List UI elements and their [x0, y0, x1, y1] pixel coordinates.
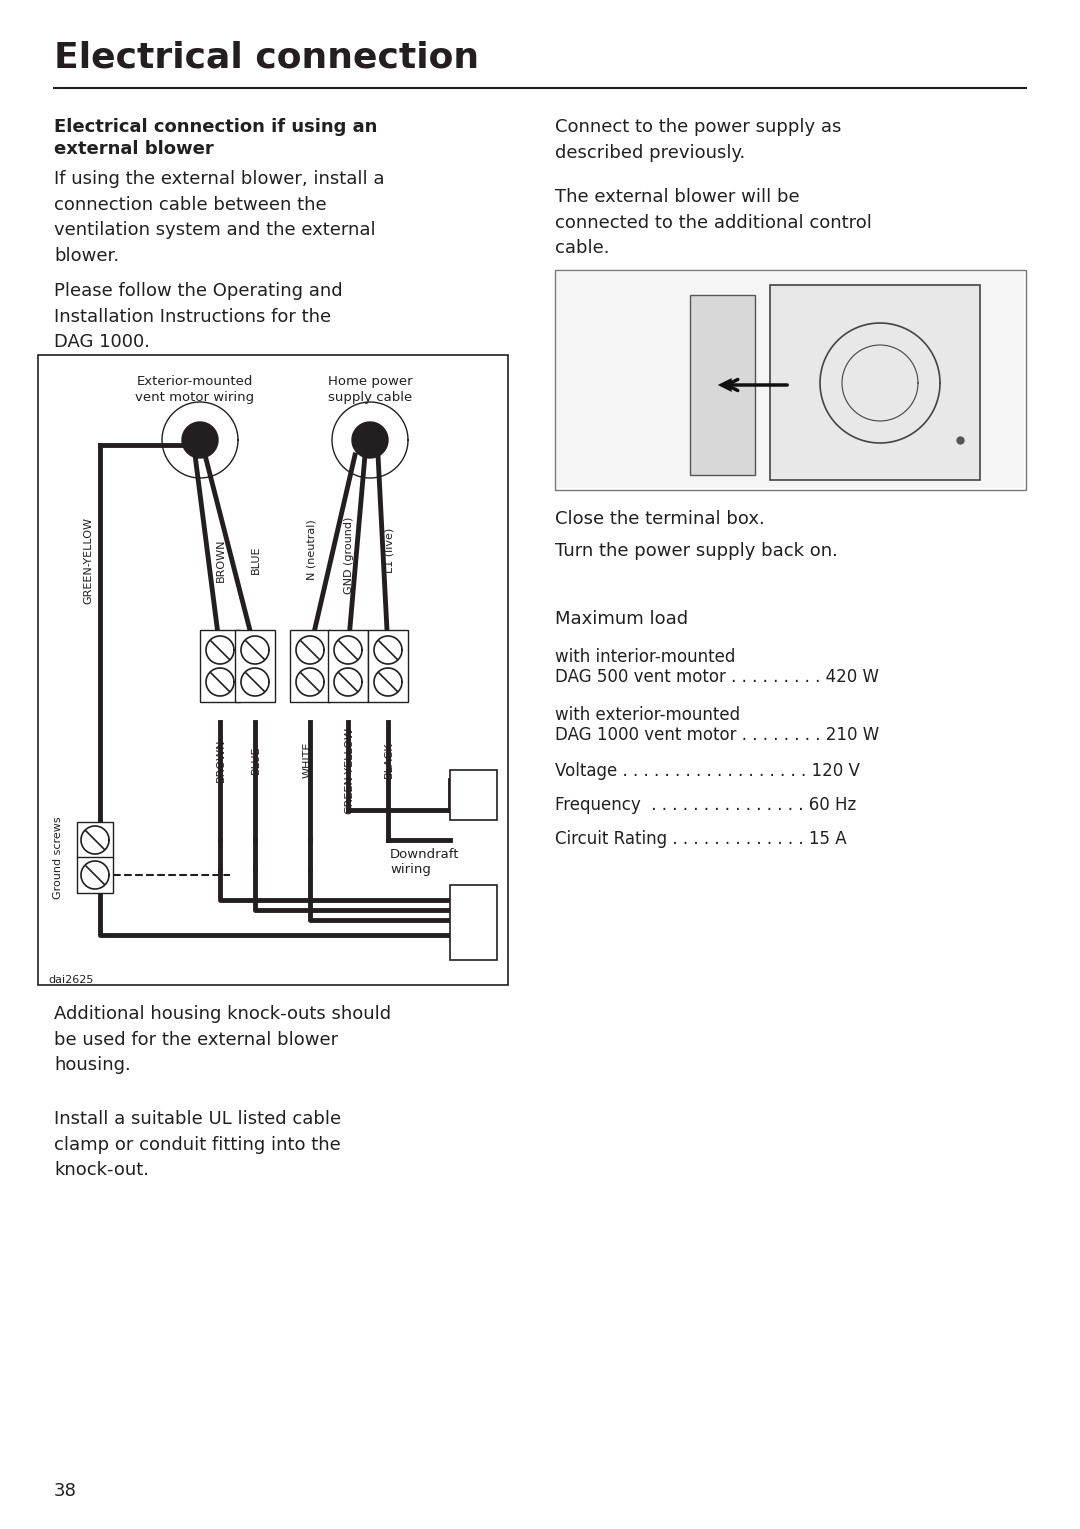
Text: Maximum load: Maximum load	[555, 610, 688, 628]
Text: 38: 38	[54, 1482, 77, 1500]
Bar	[770, 284, 980, 480]
Text: Exterior-mounted
vent motor wiring: Exterior-mounted vent motor wiring	[135, 375, 255, 404]
Polygon shape	[241, 668, 269, 696]
Bar	[77, 823, 113, 858]
Text: N (neutral): N (neutral)	[306, 520, 316, 581]
Bar	[77, 856, 113, 893]
Text: Voltage . . . . . . . . . . . . . . . . . . 120 V: Voltage . . . . . . . . . . . . . . . . …	[555, 761, 860, 780]
Polygon shape	[296, 636, 324, 664]
Bar	[200, 630, 240, 702]
Text: Electrical connection: Electrical connection	[54, 41, 480, 75]
Text: GND (ground): GND (ground)	[345, 517, 354, 593]
Polygon shape	[81, 826, 109, 855]
Polygon shape	[374, 668, 402, 696]
Polygon shape	[352, 422, 388, 459]
Bar	[690, 295, 755, 476]
Text: with interior-mounted: with interior-mounted	[555, 648, 735, 667]
Text: BLACK: BLACK	[384, 742, 394, 778]
Text: Ground screws: Ground screws	[53, 816, 63, 899]
Bar	[555, 271, 1026, 489]
Polygon shape	[183, 422, 218, 459]
Text: If using the external blower, install a
connection cable between the
ventilation: If using the external blower, install a …	[54, 170, 384, 265]
Text: BLUE: BLUE	[251, 546, 261, 575]
Text: GREEN-YELLOW: GREEN-YELLOW	[83, 517, 93, 604]
Text: BLUE: BLUE	[251, 746, 261, 774]
Text: L1 (live): L1 (live)	[384, 528, 394, 573]
Bar	[368, 630, 408, 702]
Text: external blower: external blower	[54, 141, 214, 157]
Polygon shape	[334, 668, 362, 696]
Text: with exterior-mounted: with exterior-mounted	[555, 706, 740, 725]
Polygon shape	[81, 861, 109, 888]
Text: Install a suitable UL listed cable
clamp or conduit fitting into the
knock-out.: Install a suitable UL listed cable clamp…	[54, 1110, 341, 1179]
Text: BROWN: BROWN	[216, 739, 226, 781]
Polygon shape	[334, 636, 362, 664]
Text: BROWN: BROWN	[216, 538, 226, 581]
Bar	[291, 630, 330, 702]
Polygon shape	[241, 636, 269, 664]
Text: Downdraft
wiring: Downdraft wiring	[390, 847, 459, 876]
Text: Home power
supply cable: Home power supply cable	[327, 375, 413, 404]
Text: dai2625: dai2625	[48, 976, 93, 985]
Polygon shape	[296, 668, 324, 696]
Text: GREEN-YELLOW: GREEN-YELLOW	[345, 726, 354, 813]
Bar	[328, 630, 368, 702]
Text: Circuit Rating . . . . . . . . . . . . . 15 A: Circuit Rating . . . . . . . . . . . . .…	[555, 830, 847, 849]
Text: Turn the power supply back on.: Turn the power supply back on.	[555, 541, 838, 560]
Text: Connect to the power supply as
described previously.: Connect to the power supply as described…	[555, 118, 841, 162]
Bar	[557, 272, 1024, 488]
Text: WHITE: WHITE	[303, 742, 313, 778]
Text: Close the terminal box.: Close the terminal box.	[555, 511, 765, 528]
Text: The external blower will be
connected to the additional control
cable.: The external blower will be connected to…	[555, 188, 872, 257]
Polygon shape	[206, 636, 234, 664]
Bar	[38, 355, 508, 985]
Polygon shape	[374, 636, 402, 664]
Bar	[450, 885, 497, 960]
Bar	[235, 630, 275, 702]
Text: Additional housing knock-outs should
be used for the external blower
housing.: Additional housing knock-outs should be …	[54, 1005, 391, 1075]
Text: Electrical connection if using an: Electrical connection if using an	[54, 118, 377, 136]
Text: DAG 500 vent motor . . . . . . . . . 420 W: DAG 500 vent motor . . . . . . . . . 420…	[555, 668, 879, 687]
Polygon shape	[206, 668, 234, 696]
Text: DAG 1000 vent motor . . . . . . . . 210 W: DAG 1000 vent motor . . . . . . . . 210 …	[555, 726, 879, 745]
Bar	[450, 771, 497, 820]
Text: Frequency  . . . . . . . . . . . . . . . 60 Hz: Frequency . . . . . . . . . . . . . . . …	[555, 797, 856, 813]
Text: Please follow the Operating and
Installation Instructions for the
DAG 1000.: Please follow the Operating and Installa…	[54, 281, 342, 352]
